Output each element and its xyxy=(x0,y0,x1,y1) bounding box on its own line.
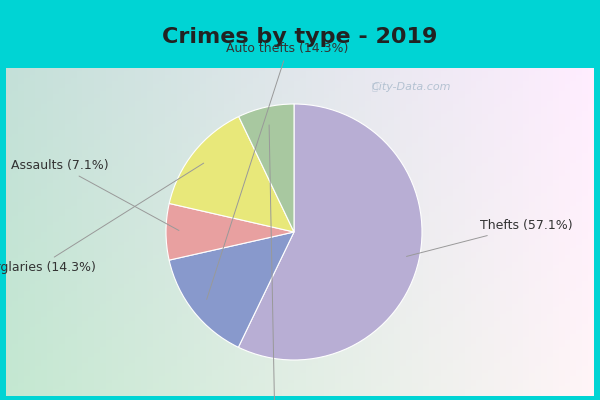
Text: Burglaries (14.3%): Burglaries (14.3%) xyxy=(0,163,203,274)
Text: 🔍: 🔍 xyxy=(371,82,377,92)
Text: Crimes by type - 2019: Crimes by type - 2019 xyxy=(163,27,437,47)
Text: Auto thefts (14.3%): Auto thefts (14.3%) xyxy=(206,42,349,300)
Text: Assaults (7.1%): Assaults (7.1%) xyxy=(11,159,179,230)
Wedge shape xyxy=(169,232,294,347)
Wedge shape xyxy=(239,104,294,232)
Text: Rapes (7.1%): Rapes (7.1%) xyxy=(233,125,317,400)
Text: City-Data.com: City-Data.com xyxy=(371,82,451,92)
Wedge shape xyxy=(238,104,422,360)
Wedge shape xyxy=(169,116,294,232)
Wedge shape xyxy=(166,204,294,260)
Text: Thefts (57.1%): Thefts (57.1%) xyxy=(406,219,572,256)
